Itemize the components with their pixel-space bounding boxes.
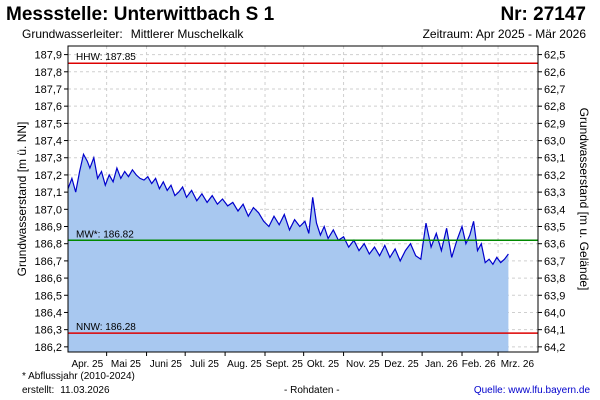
y2-tick-label: 64,2 xyxy=(544,342,565,354)
y2-axis-label: Grundwasserstand [m u. Gelände] xyxy=(577,108,591,291)
y-tick-label: 187,2 xyxy=(34,170,62,182)
y-tick-label: 187,0 xyxy=(34,204,62,216)
y-tick-label: 186,9 xyxy=(34,222,62,234)
y2-tick-label: 63,6 xyxy=(544,239,565,251)
y2-tick-label: 62,7 xyxy=(544,84,565,96)
x-tick-label: Aug. 25 xyxy=(227,359,262,370)
x-axis: Apr. 25 Mai 25 Juni 25 Juli 25 Aug. 25 Sept. … xyxy=(71,352,535,370)
y-tick-label: 187,6 xyxy=(34,101,62,113)
footnote: * Abflussjahr (2010-2024) xyxy=(22,371,135,382)
plot-frame xyxy=(67,45,539,353)
x-tick-label: Jan. 26 xyxy=(425,359,458,370)
y2-tick-label: 62,8 xyxy=(544,101,565,113)
x-tick-label: Sept. 25 xyxy=(266,359,304,370)
created-info: erstellt: 11.03.2026 xyxy=(22,385,110,396)
created-label: erstellt: xyxy=(22,385,55,396)
created-date: 11.03.2026 xyxy=(60,385,110,396)
y2-tick-label: 63,1 xyxy=(544,153,565,165)
x-tick-label: Feb. 26 xyxy=(462,359,496,370)
x-tick-label: Dez. 25 xyxy=(384,359,419,370)
y2-tick-label: 63,0 xyxy=(544,136,565,148)
x-tick-label: Nov. 25 xyxy=(346,359,380,370)
y-tick-label: 186,5 xyxy=(34,290,62,302)
rawdata-note: - Rohdaten - xyxy=(284,385,340,396)
y-tick-label: 187,7 xyxy=(34,84,62,96)
series-line xyxy=(67,152,509,266)
y-axis-label: Grundwasserstand [m ü. NN] xyxy=(15,122,29,277)
y2-tick-label: 63,2 xyxy=(544,170,565,182)
y2-tick-label: 63,9 xyxy=(544,290,565,302)
y-tick-label: 187,4 xyxy=(34,136,62,148)
y2-tick-label: 64,0 xyxy=(544,307,565,319)
y-tick-label: 187,9 xyxy=(34,50,62,62)
x-tick-label: Juni 25 xyxy=(150,359,183,370)
y-tick-label: 186,6 xyxy=(34,273,62,285)
y-tick-label: 186,3 xyxy=(34,325,62,337)
x-tick-label: Mrz. 26 xyxy=(501,359,535,370)
y-axis: 187,9 187,8 187,7 187,6 187,5 187,4 187,3 187,2… xyxy=(34,50,68,354)
y-tick-label: 186,7 xyxy=(34,256,62,268)
y-tick-label: 187,1 xyxy=(34,187,62,199)
y2-tick-label: 62,5 xyxy=(544,50,565,62)
source-link[interactable]: Quelle: www.lfu.bayern.de xyxy=(473,385,590,396)
x-tick-label: Mai 25 xyxy=(111,359,141,370)
y-tick-label: 186,4 xyxy=(34,307,62,319)
aquifer-label: Grundwasserleiter: xyxy=(22,27,123,41)
reference-lines: HHW: 187.85 MW*: 186.82 NNW: 186.28 xyxy=(68,52,538,334)
ref-label-nnw: NNW: 186.28 xyxy=(76,322,136,333)
y2-tick-label: 62,9 xyxy=(544,118,565,130)
y2-tick-label: 63,3 xyxy=(544,187,565,199)
y-tick-label: 187,3 xyxy=(34,153,62,165)
aquifer-value: Mittlerer Muschelkalk xyxy=(130,27,244,41)
ref-label-mw: MW*: 186.82 xyxy=(76,229,134,240)
period-label: Zeitraum: Apr 2025 - Mär 2026 xyxy=(422,27,586,41)
y2-tick-label: 63,7 xyxy=(544,256,565,268)
y2-tick-label: 62,6 xyxy=(544,67,565,79)
x-tick-label: Juli 25 xyxy=(190,359,219,370)
y2-tick-label: 64,1 xyxy=(544,325,565,337)
aquifer-info: Grundwasserleiter: Mittlerer Muschelkalk xyxy=(22,27,243,41)
y2-axis: 62,5 62,6 62,7 62,8 62,9 63,0 63,1 63,2 63,3 63,4… xyxy=(538,50,565,354)
ref-label-hhw: HHW: 187.85 xyxy=(76,52,136,63)
y-tick-label: 186,8 xyxy=(34,239,62,251)
y2-tick-label: 63,4 xyxy=(544,204,565,216)
y-tick-label: 187,8 xyxy=(34,67,62,79)
page-title: Messstelle: Unterwittbach S 1 xyxy=(6,4,275,25)
x-tick-label: Okt. 25 xyxy=(307,359,340,370)
series-area xyxy=(68,154,509,352)
station-number: Nr: 27147 xyxy=(500,4,586,25)
y2-tick-label: 63,5 xyxy=(544,222,565,234)
x-tick-label: Apr. 25 xyxy=(71,359,103,370)
y-tick-label: 187,5 xyxy=(34,118,62,130)
y-tick-label: 186,2 xyxy=(34,342,62,354)
y2-tick-label: 63,8 xyxy=(544,273,565,285)
